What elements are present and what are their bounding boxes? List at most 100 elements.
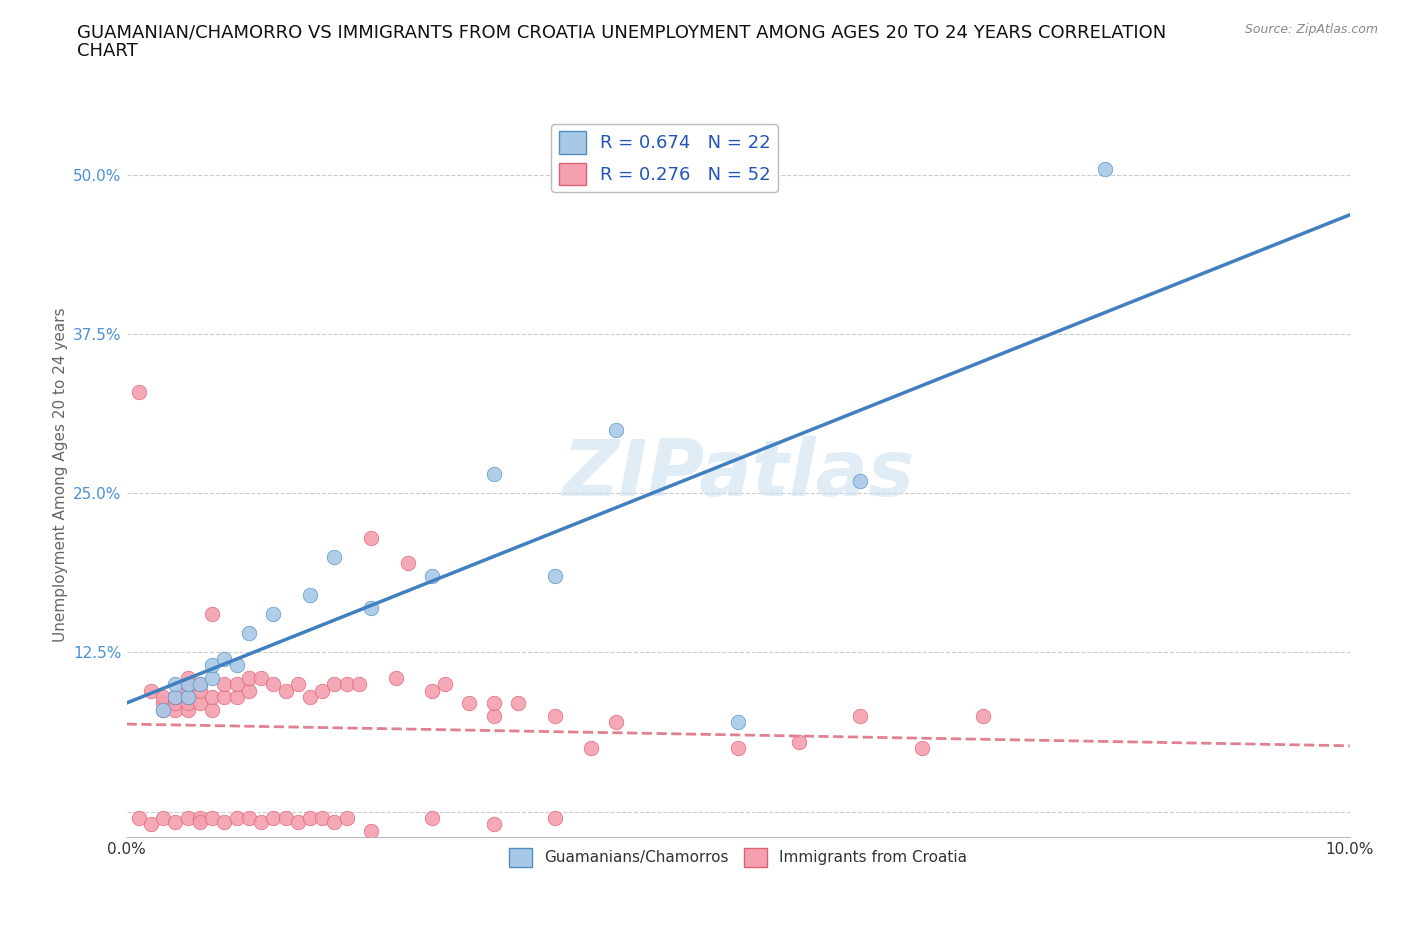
Point: [214, 689, 236, 704]
Point: [165, 677, 187, 692]
Point: [188, 810, 211, 825]
Point: [1094, 162, 1116, 177]
Point: [287, 815, 309, 830]
Point: [188, 815, 211, 830]
Point: [177, 696, 200, 711]
Point: [152, 696, 174, 711]
Point: [177, 677, 200, 692]
Point: [177, 671, 200, 685]
Point: [336, 677, 359, 692]
Point: [262, 677, 284, 692]
Point: [201, 671, 224, 685]
Point: [177, 689, 200, 704]
Point: [139, 817, 162, 831]
Point: [299, 588, 322, 603]
Point: [727, 740, 749, 755]
Point: [482, 696, 505, 711]
Point: [274, 810, 297, 825]
Point: [347, 677, 370, 692]
Point: [287, 677, 309, 692]
Point: [128, 810, 150, 825]
Point: [262, 810, 284, 825]
Point: [238, 810, 260, 825]
Point: [250, 671, 273, 685]
Point: [506, 696, 529, 711]
Text: Source: ZipAtlas.com: Source: ZipAtlas.com: [1244, 23, 1378, 36]
Point: [177, 810, 200, 825]
Point: [299, 810, 322, 825]
Point: [299, 689, 322, 704]
Point: [238, 671, 260, 685]
Point: [543, 709, 565, 724]
Point: [911, 740, 934, 755]
Text: GUAMANIAN/CHAMORRO VS IMMIGRANTS FROM CROATIA UNEMPLOYMENT AMONG AGES 20 TO 24 Y: GUAMANIAN/CHAMORRO VS IMMIGRANTS FROM CR…: [77, 23, 1167, 41]
Text: CHART: CHART: [77, 42, 138, 60]
Point: [972, 709, 994, 724]
Point: [201, 810, 224, 825]
Point: [396, 556, 419, 571]
Point: [201, 607, 224, 622]
Point: [188, 696, 211, 711]
Point: [177, 702, 200, 717]
Point: [311, 810, 333, 825]
Point: [323, 815, 346, 830]
Y-axis label: Unemployment Among Ages 20 to 24 years: Unemployment Among Ages 20 to 24 years: [52, 307, 67, 642]
Point: [422, 810, 444, 825]
Point: [165, 689, 187, 704]
Point: [214, 651, 236, 666]
Point: [360, 530, 382, 545]
Point: [581, 740, 603, 755]
Point: [214, 677, 236, 692]
Point: [225, 658, 247, 672]
Point: [225, 689, 247, 704]
Point: [336, 810, 359, 825]
Point: [360, 601, 382, 616]
Point: [482, 817, 505, 831]
Point: [225, 810, 247, 825]
Point: [274, 684, 297, 698]
Point: [433, 677, 456, 692]
Point: [384, 671, 406, 685]
Point: [250, 815, 273, 830]
Point: [311, 684, 333, 698]
Point: [458, 696, 481, 711]
Point: [152, 702, 174, 717]
Point: [225, 677, 247, 692]
Point: [201, 658, 224, 672]
Point: [165, 702, 187, 717]
Point: [188, 677, 211, 692]
Point: [543, 568, 565, 583]
Point: [360, 823, 382, 838]
Point: [152, 689, 174, 704]
Point: [323, 677, 346, 692]
Point: [605, 715, 627, 730]
Point: [177, 677, 200, 692]
Point: [165, 696, 187, 711]
Point: [128, 384, 150, 399]
Point: [177, 689, 200, 704]
Point: [201, 702, 224, 717]
Point: [188, 684, 211, 698]
Point: [605, 422, 627, 437]
Point: [323, 550, 346, 565]
Point: [177, 684, 200, 698]
Point: [201, 689, 224, 704]
Point: [422, 684, 444, 698]
Point: [482, 709, 505, 724]
Point: [262, 607, 284, 622]
Point: [849, 473, 872, 488]
Point: [238, 684, 260, 698]
Point: [849, 709, 872, 724]
Point: [787, 734, 810, 749]
Point: [152, 702, 174, 717]
Point: [165, 689, 187, 704]
Point: [543, 810, 565, 825]
Point: [152, 810, 174, 825]
Legend: Guamanians/Chamorros, Immigrants from Croatia: Guamanians/Chamorros, Immigrants from Cr…: [503, 842, 973, 873]
Point: [214, 815, 236, 830]
Point: [139, 684, 162, 698]
Text: ZIPatlas: ZIPatlas: [562, 436, 914, 512]
Point: [422, 568, 444, 583]
Point: [165, 815, 187, 830]
Point: [482, 467, 505, 482]
